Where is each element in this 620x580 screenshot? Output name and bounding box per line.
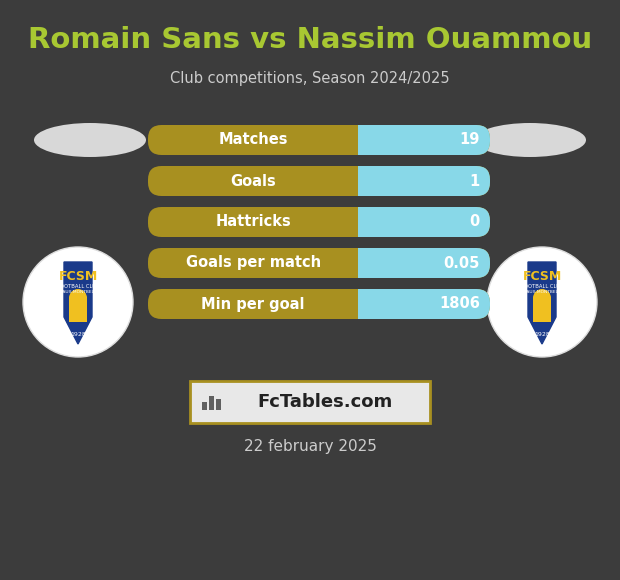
FancyBboxPatch shape: [358, 166, 490, 196]
FancyBboxPatch shape: [358, 207, 490, 237]
FancyBboxPatch shape: [148, 248, 490, 278]
Circle shape: [23, 247, 133, 357]
Ellipse shape: [474, 123, 586, 157]
Text: FCSM: FCSM: [523, 270, 562, 282]
FancyBboxPatch shape: [358, 248, 372, 278]
Text: Hattricks: Hattricks: [215, 215, 291, 230]
Text: FcTables.com: FcTables.com: [257, 393, 392, 411]
Text: Matches: Matches: [218, 132, 288, 147]
Text: 0.05: 0.05: [444, 256, 480, 270]
Text: 19: 19: [459, 132, 480, 147]
Polygon shape: [533, 297, 551, 322]
Circle shape: [69, 289, 87, 307]
Bar: [202, 402, 207, 410]
Text: 0: 0: [470, 215, 480, 230]
Text: Goals: Goals: [230, 173, 276, 188]
FancyBboxPatch shape: [190, 381, 430, 423]
FancyBboxPatch shape: [358, 125, 490, 155]
FancyBboxPatch shape: [148, 207, 490, 237]
Text: 1928: 1928: [534, 332, 550, 336]
FancyBboxPatch shape: [358, 248, 490, 278]
FancyBboxPatch shape: [148, 125, 490, 155]
Text: FOOTBALL CLUB: FOOTBALL CLUB: [56, 285, 99, 289]
Text: Goals per match: Goals per match: [185, 256, 321, 270]
Text: Romain Sans vs Nassim Ouammou: Romain Sans vs Nassim Ouammou: [28, 26, 592, 54]
Text: Club competitions, Season 2024/2025: Club competitions, Season 2024/2025: [170, 71, 450, 85]
Text: 1: 1: [470, 173, 480, 188]
FancyBboxPatch shape: [358, 207, 372, 237]
Text: SOCHAUX-MONTBELIARD: SOCHAUX-MONTBELIARD: [51, 290, 105, 294]
FancyBboxPatch shape: [358, 166, 372, 196]
Circle shape: [533, 289, 551, 307]
FancyBboxPatch shape: [358, 289, 372, 319]
FancyBboxPatch shape: [358, 125, 372, 155]
Text: 22 february 2025: 22 february 2025: [244, 440, 376, 455]
Bar: [209, 396, 214, 410]
Ellipse shape: [34, 123, 146, 157]
Polygon shape: [528, 262, 556, 344]
FancyBboxPatch shape: [148, 166, 490, 196]
Text: FOOTBALL CLUB: FOOTBALL CLUB: [521, 285, 564, 289]
Circle shape: [487, 247, 597, 357]
Polygon shape: [69, 297, 87, 322]
Polygon shape: [64, 262, 92, 344]
FancyBboxPatch shape: [358, 289, 490, 319]
Text: 1806: 1806: [439, 296, 480, 311]
Bar: [216, 399, 221, 410]
Text: 1928: 1928: [70, 332, 86, 336]
Text: FCSM: FCSM: [58, 270, 97, 282]
Text: Min per goal: Min per goal: [202, 296, 305, 311]
Text: SOCHAUX-MONTBELIARD: SOCHAUX-MONTBELIARD: [515, 290, 569, 294]
FancyBboxPatch shape: [148, 289, 490, 319]
